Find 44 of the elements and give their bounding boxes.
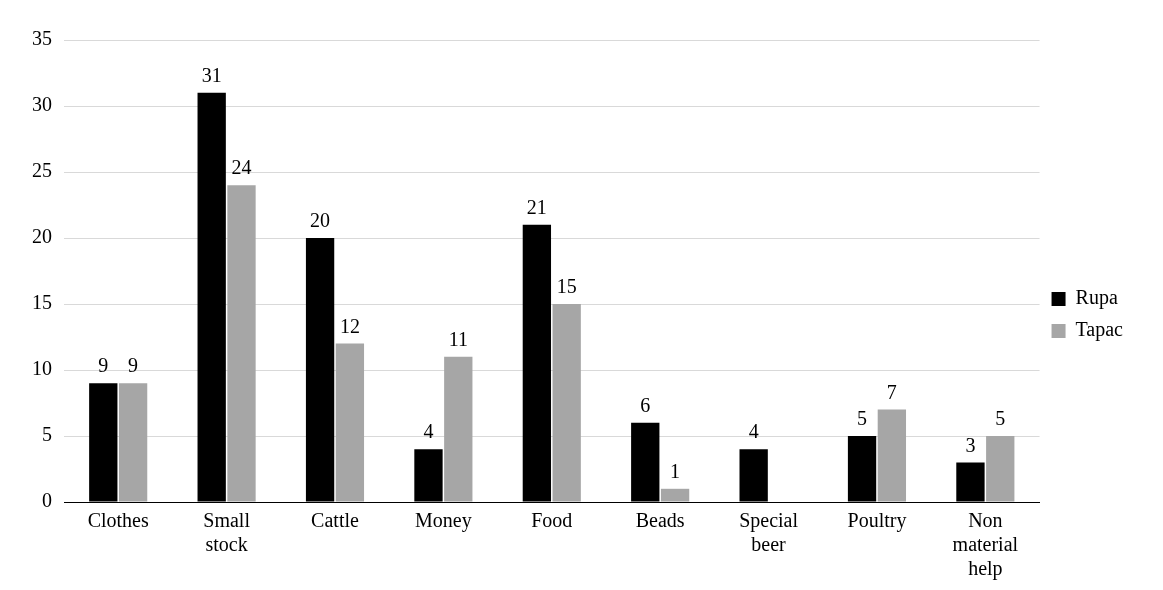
bar bbox=[444, 356, 473, 502]
bar bbox=[552, 304, 581, 502]
data-label: 24 bbox=[231, 156, 252, 179]
x-tick-label: Poultry bbox=[847, 509, 907, 533]
y-tick-label: 25 bbox=[32, 159, 52, 182]
x-tick-label: Money bbox=[415, 509, 472, 533]
y-tick-label: 15 bbox=[32, 291, 52, 314]
bar bbox=[877, 409, 907, 502]
x-tick-label: Small stock bbox=[203, 509, 251, 556]
bar bbox=[335, 343, 365, 502]
data-label: 5 bbox=[995, 407, 1006, 430]
bar bbox=[986, 436, 1015, 502]
data-label: 31 bbox=[201, 64, 222, 87]
data-label: 5 bbox=[857, 407, 868, 430]
legend-label: Rupa bbox=[1075, 286, 1118, 310]
data-label: 21 bbox=[526, 196, 547, 219]
y-tick-label: 0 bbox=[42, 489, 52, 512]
data-label: 11 bbox=[448, 328, 468, 351]
data-label: 9 bbox=[98, 354, 109, 377]
y-tick-label: 30 bbox=[32, 93, 52, 116]
y-tick-label: 10 bbox=[32, 357, 52, 380]
y-tick-label: 20 bbox=[32, 225, 52, 248]
bar bbox=[660, 488, 690, 502]
bar bbox=[118, 383, 148, 502]
x-tick-label: Special beer bbox=[739, 509, 799, 556]
data-label: 6 bbox=[640, 394, 651, 417]
data-label: 7 bbox=[886, 380, 897, 403]
data-label: 1 bbox=[670, 460, 681, 483]
data-label: 12 bbox=[339, 314, 360, 337]
data-label: 4 bbox=[423, 420, 434, 443]
data-label: 3 bbox=[965, 433, 976, 456]
data-label: 4 bbox=[748, 420, 759, 443]
data-label: 9 bbox=[128, 354, 139, 377]
y-tick-label: 5 bbox=[42, 423, 52, 446]
legend-label: Tapac bbox=[1075, 318, 1124, 342]
data-label: 15 bbox=[556, 275, 577, 298]
x-tick-label: Non material help bbox=[952, 509, 1019, 581]
y-tick-label: 35 bbox=[32, 27, 52, 50]
x-tick-label: Cattle bbox=[311, 509, 359, 532]
x-tick-label: Clothes bbox=[87, 509, 149, 532]
x-tick-label: Food bbox=[531, 509, 573, 532]
x-tick-label: Beads bbox=[635, 509, 685, 532]
bar bbox=[227, 185, 256, 502]
data-label: 20 bbox=[310, 209, 331, 232]
